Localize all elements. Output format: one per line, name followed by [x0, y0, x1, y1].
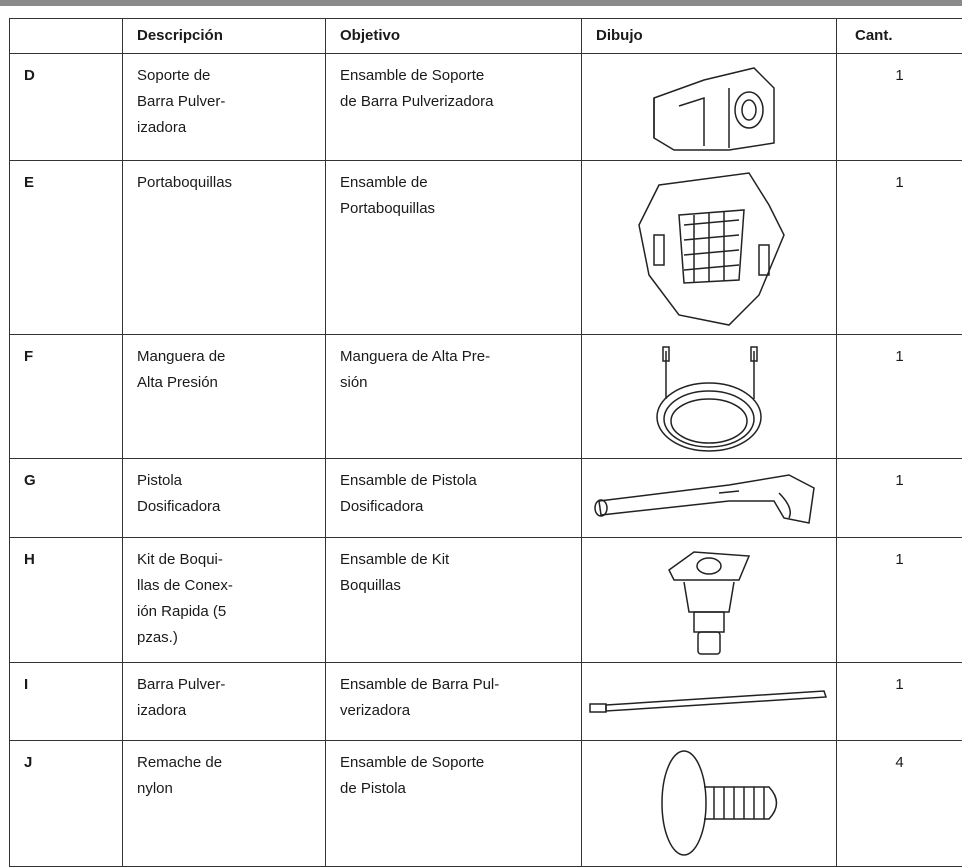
- cell: 1: [837, 161, 962, 335]
- drawing: [589, 463, 829, 533]
- cell: Soporte de Barra Pulver- izadora: [123, 54, 326, 161]
- header-cell: Descripción: [123, 19, 326, 54]
- cell: [582, 741, 837, 867]
- row: I Barra Pulver- izadora Ensamble de Barr…: [10, 663, 962, 741]
- cell: [582, 54, 837, 161]
- header-cell: Dibujo: [582, 19, 837, 54]
- cell: Manguera de Alta Pre- sión: [326, 335, 582, 459]
- cell: [582, 663, 837, 741]
- top-rule: [0, 0, 962, 6]
- drawing: [619, 165, 799, 329]
- cell: Portaboquillas: [123, 161, 326, 335]
- cell: Remache de nylon: [123, 741, 326, 867]
- row: E Portaboquillas Ensamble de Portaboquil…: [10, 161, 962, 335]
- header-cell: Cant.: [837, 19, 962, 54]
- cell: [582, 538, 837, 663]
- cell: F: [10, 335, 123, 459]
- header-cell: [10, 19, 123, 54]
- row: D Soporte de Barra Pulver- izadora Ensam…: [10, 54, 962, 161]
- cell: J: [10, 741, 123, 867]
- cell: 1: [837, 538, 962, 663]
- cell: [582, 335, 837, 459]
- cell: H: [10, 538, 123, 663]
- cell: 1: [837, 663, 962, 741]
- cell: 1: [837, 54, 962, 161]
- cell: D: [10, 54, 123, 161]
- cell: 4: [837, 741, 962, 867]
- row: H Kit de Boqui- llas de Conex- ión Rapid…: [10, 538, 962, 663]
- cell: 1: [837, 335, 962, 459]
- header-cell: Objetivo: [326, 19, 582, 54]
- cell: Pistola Dosificadora: [123, 459, 326, 538]
- drawing: [584, 667, 834, 727]
- cell: Ensamble de Soporte de Pistola: [326, 741, 582, 867]
- cell: E: [10, 161, 123, 335]
- cell: I: [10, 663, 123, 741]
- drawing: [654, 542, 764, 660]
- cell: Ensamble de Kit Boquillas: [326, 538, 582, 663]
- cell: Manguera de Alta Presión: [123, 335, 326, 459]
- cell: [582, 459, 837, 538]
- cell: Ensamble de Pistola Dosificadora: [326, 459, 582, 538]
- cell: 1: [837, 459, 962, 538]
- cell: Kit de Boqui- llas de Conex- ión Rapida …: [123, 538, 326, 663]
- cell: Ensamble de Portaboquillas: [326, 161, 582, 335]
- row: G Pistola Dosificadora Ensamble de Pisto…: [10, 459, 962, 538]
- header-row: Descripción Objetivo Dibujo Cant.: [10, 19, 962, 54]
- drawing: [634, 58, 784, 154]
- cell: [582, 161, 837, 335]
- row: F Manguera de Alta Presión Manguera de A…: [10, 335, 962, 459]
- cell: Ensamble de Barra Pul- verizadora: [326, 663, 582, 741]
- parts-table: Descripción Objetivo Dibujo Cant. D Sopo…: [9, 18, 962, 867]
- cell: Barra Pulver- izadora: [123, 663, 326, 741]
- cell: Ensamble de Soporte de Barra Pulverizado…: [326, 54, 582, 161]
- row: J Remache de nylon Ensamble de Soporte d…: [10, 741, 962, 867]
- cell: G: [10, 459, 123, 538]
- drawing: [644, 339, 774, 455]
- drawing: [624, 745, 794, 861]
